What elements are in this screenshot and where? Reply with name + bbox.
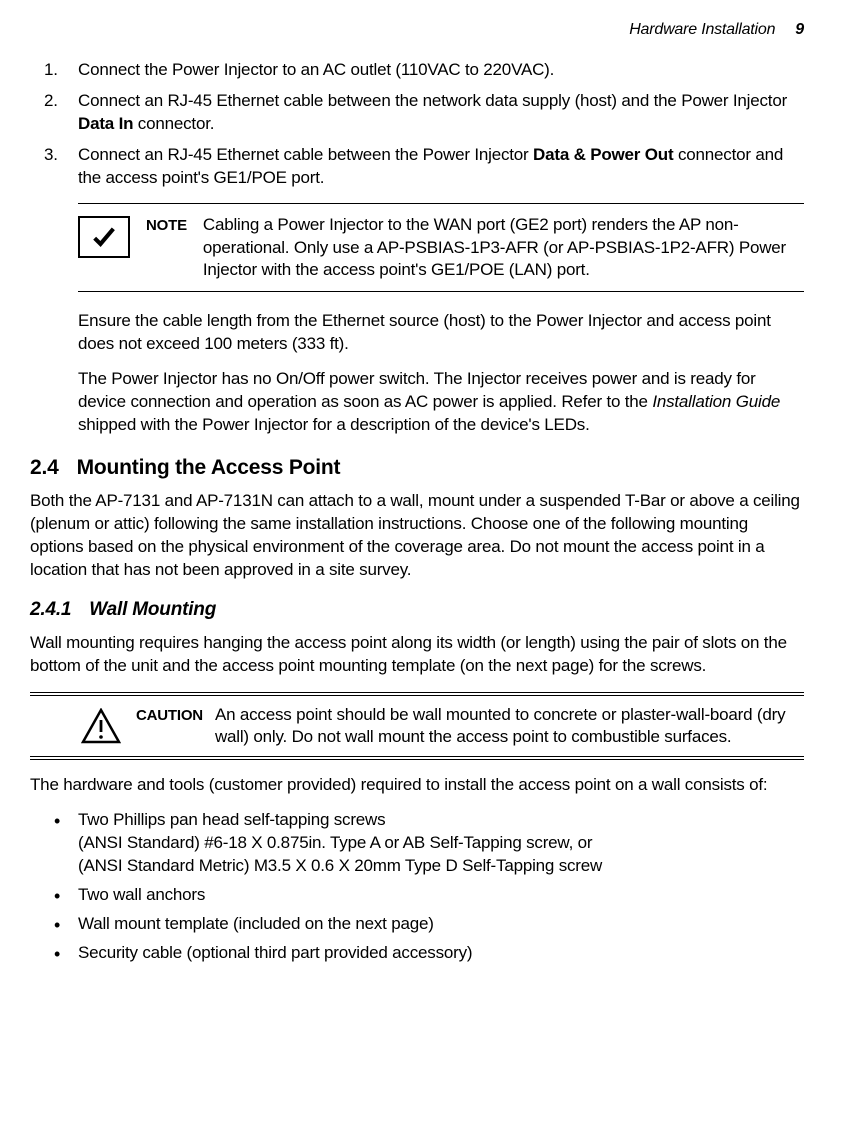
paragraph-power-switch: The Power Injector has no On/Off power s… xyxy=(30,368,804,437)
step-1: 1. Connect the Power Injector to an AC o… xyxy=(78,59,804,82)
caution-divider xyxy=(30,695,804,696)
step-text: Connect the Power Injector to an AC outl… xyxy=(78,60,554,79)
triangle-svg xyxy=(81,708,121,744)
caution-label: CAUTION xyxy=(136,704,203,726)
header-page-number: 9 xyxy=(795,20,804,41)
install-steps: 1. Connect the Power Injector to an AC o… xyxy=(30,59,804,190)
step-number: 2. xyxy=(44,90,58,113)
step-number: 1. xyxy=(44,59,58,82)
header-title: Hardware Installation xyxy=(629,20,775,41)
step-text-bold: Data & Power Out xyxy=(533,145,673,164)
tool-line: Two wall anchors xyxy=(78,885,205,904)
caution-divider xyxy=(30,759,804,760)
section-heading-mounting: 2.4 Mounting the Access Point xyxy=(30,454,804,481)
section-body-mounting: Both the AP-7131 and AP-7131N can attach… xyxy=(30,490,804,582)
step-3: 3. Connect an RJ-45 Ethernet cable betwe… xyxy=(78,144,804,190)
step-text-pre: Connect an RJ-45 Ethernet cable between … xyxy=(78,91,787,110)
caution-text: An access point should be wall mounted t… xyxy=(215,704,804,748)
warning-icon xyxy=(78,706,124,746)
checkmark-svg xyxy=(90,223,118,251)
subsection-body-wall: Wall mounting requires hanging the acces… xyxy=(30,632,804,678)
section-title: Mounting the Access Point xyxy=(77,456,341,479)
tool-line: (ANSI Standard) #6-18 X 0.875in. Type A … xyxy=(78,833,592,852)
subsection-number: 2.4.1 xyxy=(30,598,71,623)
note-label: NOTE xyxy=(146,214,187,236)
paragraph-cable-length: Ensure the cable length from the Etherne… xyxy=(30,310,804,356)
tool-item-screws: Two Phillips pan head self-tapping screw… xyxy=(78,809,804,878)
step-2: 2. Connect an RJ-45 Ethernet cable betwe… xyxy=(78,90,804,136)
tool-line: Security cable (optional third part prov… xyxy=(78,943,472,962)
subsection-title: Wall Mounting xyxy=(89,599,216,620)
tools-intro: The hardware and tools (customer provide… xyxy=(30,774,804,797)
section-number: 2.4 xyxy=(30,454,59,481)
para2-italic: Installation Guide xyxy=(652,392,780,411)
caution-divider xyxy=(30,692,804,693)
subsection-heading-wall: 2.4.1 Wall Mounting xyxy=(30,598,804,623)
tool-line: Two Phillips pan head self-tapping screw… xyxy=(78,810,385,829)
page-header: Hardware Installation 9 xyxy=(30,20,804,41)
note-callout: NOTE Cabling a Power Injector to the WAN… xyxy=(78,203,804,291)
tool-item-template: Wall mount template (included on the nex… xyxy=(78,913,804,936)
tool-item-anchors: Two wall anchors xyxy=(78,884,804,907)
caution-divider xyxy=(30,756,804,757)
step-text-post: connector. xyxy=(133,114,214,133)
step-number: 3. xyxy=(44,144,58,167)
caution-callout: CAUTION An access point should be wall m… xyxy=(30,702,804,750)
para2-post: shipped with the Power Injector for a de… xyxy=(78,415,590,434)
step-text-pre: Connect an RJ-45 Ethernet cable between … xyxy=(78,145,533,164)
check-icon xyxy=(78,216,130,258)
step-text-bold: Data In xyxy=(78,114,133,133)
note-inner: NOTE Cabling a Power Injector to the WAN… xyxy=(78,210,804,284)
tool-line: Wall mount template (included on the nex… xyxy=(78,914,434,933)
note-text: Cabling a Power Injector to the WAN port… xyxy=(203,214,804,280)
tool-line: (ANSI Standard Metric) M3.5 X 0.6 X 20mm… xyxy=(78,856,602,875)
tools-list: Two Phillips pan head self-tapping screw… xyxy=(30,809,804,965)
tool-item-cable: Security cable (optional third part prov… xyxy=(78,942,804,965)
